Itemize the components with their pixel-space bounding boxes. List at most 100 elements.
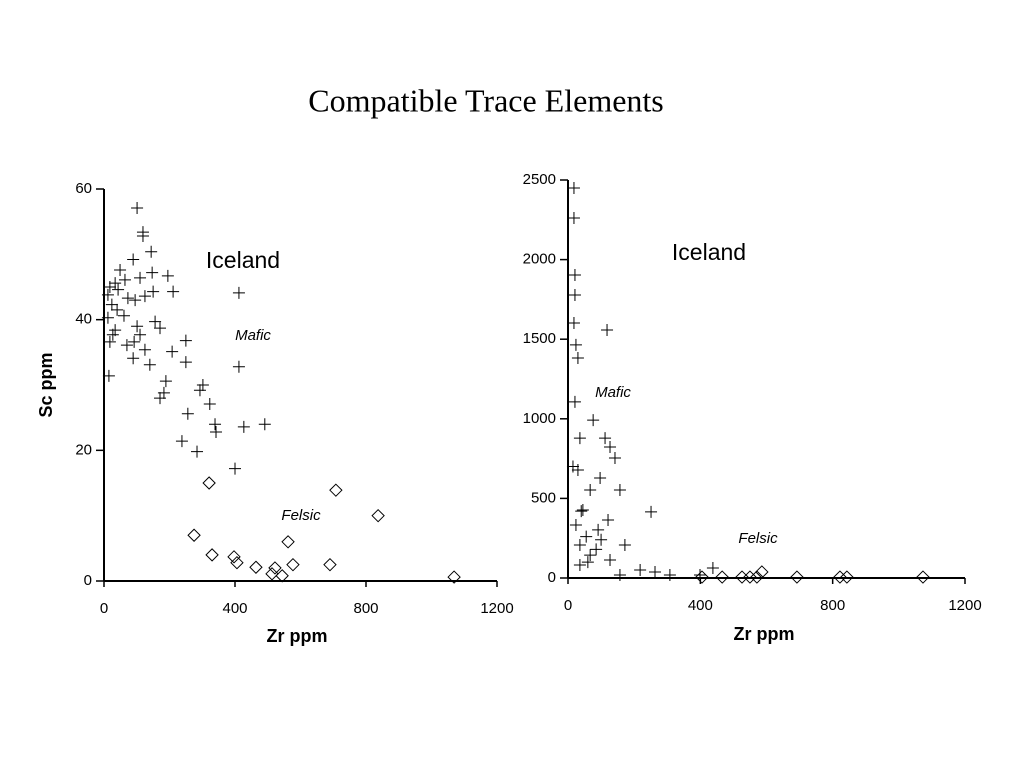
mafic-point — [237, 420, 250, 433]
mafic-point — [580, 530, 593, 543]
x-axis-label: Zr ppm — [734, 624, 795, 644]
mafic-point — [573, 432, 586, 445]
x-tick-label: 400 — [222, 600, 247, 617]
y-tick-label: 0 — [84, 572, 92, 589]
mafic-point — [608, 451, 621, 464]
mafic-point — [634, 564, 647, 577]
felsic-point — [743, 570, 757, 584]
mafic-point — [146, 266, 159, 279]
mafic-point — [568, 288, 581, 301]
mafic-point — [232, 286, 245, 299]
mafic-point — [568, 395, 581, 408]
felsic-point — [187, 528, 201, 542]
mafic-point — [127, 253, 140, 266]
felsic-point — [715, 570, 729, 584]
felsic-point — [230, 555, 244, 570]
mafic-point — [203, 397, 216, 410]
mafic-point — [571, 464, 584, 477]
felsic-point — [695, 570, 709, 584]
mafic-point — [118, 273, 131, 286]
y-tick-label: 0 — [548, 569, 556, 586]
y-tick-label: 20 — [75, 441, 92, 458]
mafic-point — [569, 338, 582, 351]
mafic-point — [568, 269, 581, 282]
felsic-point — [755, 565, 769, 579]
mafic-point — [576, 504, 589, 517]
felsic-point — [447, 570, 461, 584]
felsic-point — [275, 569, 289, 583]
mafic-point — [167, 285, 180, 298]
chart: 0 500 1000 1500 2000 2500 0 400 800 1200 Zr ppm Ice… — [523, 171, 982, 644]
x-tick-label: 800 — [820, 597, 845, 614]
mafic-point — [179, 356, 192, 369]
mafic-point — [210, 426, 223, 439]
mafic-point — [602, 514, 615, 527]
mafic-point — [103, 335, 116, 348]
mafic-point — [166, 345, 179, 358]
mafic-point — [117, 309, 130, 322]
mafic-point — [103, 281, 116, 293]
mafic-point — [595, 533, 608, 546]
mafic-point — [229, 462, 241, 475]
mafic-point — [136, 230, 149, 243]
mafic-point — [159, 375, 172, 388]
felsic-point — [265, 567, 279, 581]
mafic-point — [120, 339, 133, 352]
series-label: Felsic — [738, 530, 778, 547]
y-tick-label: 1500 — [523, 330, 556, 347]
mafic-point — [573, 558, 586, 571]
mafic-point — [175, 435, 188, 448]
felsic-point — [833, 570, 847, 584]
y-tick-label: 2500 — [523, 171, 556, 188]
annotation: Iceland — [672, 239, 746, 265]
mafic-point — [129, 294, 142, 307]
mafic-point — [587, 414, 600, 427]
chart: 0 20 40 60 0 400 800 1200 Zr ppm Sc ppm Iceland Maf… — [36, 180, 514, 646]
series-label: Mafic — [235, 327, 271, 344]
mafic-point — [567, 181, 580, 194]
mafic-point — [613, 483, 626, 496]
mafic-point — [584, 483, 597, 496]
mafic-point — [581, 556, 594, 569]
mafic-point — [663, 568, 676, 581]
mafic-point — [134, 271, 147, 284]
felsic-point — [286, 557, 300, 572]
mafic-point — [191, 445, 204, 458]
series-label: Mafic — [595, 384, 631, 401]
x-axis-label: Zr ppm — [267, 626, 328, 646]
mafic-point — [161, 269, 174, 282]
mafic-point — [575, 505, 588, 518]
mafic-point — [193, 384, 206, 397]
y-tick-label: 40 — [75, 311, 92, 328]
felsic-point — [202, 476, 216, 490]
mafic-point — [209, 418, 222, 431]
mafic-point — [649, 565, 662, 578]
mafic-point — [181, 407, 194, 420]
slide-title: Compatible Trace Elements — [308, 82, 664, 118]
mafic-point — [138, 290, 151, 303]
felsic-point — [916, 570, 930, 584]
mafic-point — [128, 335, 141, 348]
mafic-point — [109, 324, 122, 337]
y-axis-label: Sc ppm — [36, 352, 56, 417]
mafic-point — [145, 245, 158, 258]
y-tick-label: 60 — [75, 180, 92, 197]
mafic-point — [573, 539, 586, 552]
mafic-point — [149, 315, 162, 328]
mafic-point — [112, 283, 125, 296]
mafic-point — [694, 568, 707, 581]
mafic-point — [604, 554, 617, 567]
mafic-point — [101, 311, 114, 324]
x-tick-label: 0 — [100, 600, 108, 617]
x-tick-label: 1200 — [480, 600, 513, 617]
mafic-point — [613, 568, 626, 581]
mafic-point — [594, 472, 607, 485]
x-tick-label: 1200 — [948, 597, 981, 614]
x-tick-label: 800 — [353, 600, 378, 617]
felsic-point — [323, 557, 337, 572]
felsic-point — [249, 560, 263, 574]
mafic-point — [645, 505, 658, 518]
mafic-point — [143, 358, 156, 371]
mafic-point — [101, 288, 114, 301]
